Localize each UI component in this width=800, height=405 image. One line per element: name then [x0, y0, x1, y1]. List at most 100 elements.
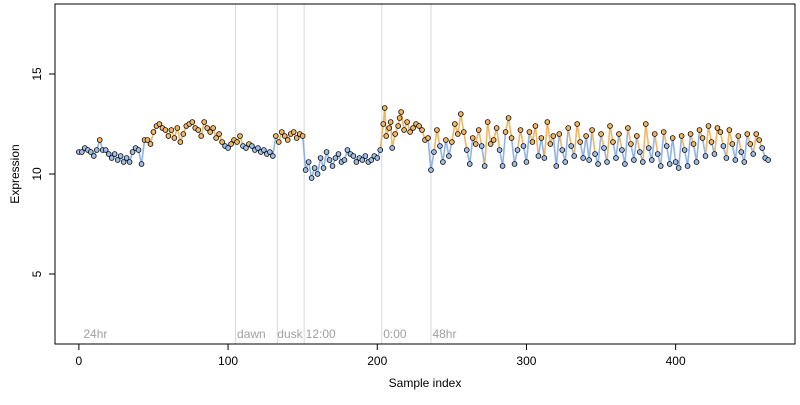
data-point	[472, 141, 479, 147]
data-point	[535, 153, 542, 159]
data-point	[177, 139, 184, 145]
data-point	[353, 159, 360, 165]
data-point	[544, 119, 551, 125]
event-annotations: 24hr dawn dusk 12:00 0:00 48hr	[83, 327, 456, 341]
series-segment	[752, 133, 758, 155]
data-point	[189, 119, 196, 125]
data-point	[368, 157, 375, 163]
data-point	[663, 143, 670, 149]
data-point	[326, 157, 333, 163]
data-point	[577, 139, 583, 145]
data-point	[565, 125, 572, 131]
data-point	[702, 153, 709, 159]
series-segment	[483, 121, 489, 167]
series-segment	[442, 139, 447, 163]
plot-frame	[54, 3, 796, 345]
data-point	[416, 123, 422, 129]
data-point	[651, 131, 658, 137]
series-segment	[552, 135, 558, 167]
data-point	[637, 149, 643, 155]
data-point	[586, 157, 592, 163]
data-point	[747, 141, 754, 147]
y-tick-label: 15	[30, 67, 44, 81]
data-point	[469, 135, 476, 141]
x-tick-label: 200	[367, 354, 387, 368]
data-point	[574, 121, 580, 127]
data-point	[759, 145, 765, 151]
data-point	[359, 157, 366, 163]
data-point	[234, 139, 240, 145]
data-point	[396, 115, 403, 121]
data-point	[147, 141, 154, 147]
series-segment	[597, 133, 602, 165]
data-points	[76, 105, 771, 181]
series-segment	[686, 133, 692, 167]
data-point	[216, 131, 222, 137]
series-segment	[400, 111, 405, 131]
series-segment	[671, 137, 677, 163]
data-point	[129, 149, 136, 155]
series-segment	[695, 129, 701, 163]
series-segment	[525, 131, 531, 163]
series-segment	[573, 123, 578, 157]
data-point	[756, 137, 762, 143]
data-point	[452, 121, 458, 127]
data-point	[281, 133, 288, 139]
data-point	[568, 143, 575, 149]
data-point	[499, 163, 506, 169]
event-annotation: 48hr	[432, 327, 456, 341]
data-point	[675, 165, 682, 171]
data-point	[407, 129, 413, 135]
data-point	[105, 151, 112, 157]
series-segment	[725, 129, 731, 159]
data-point	[562, 159, 569, 165]
event-annotation: 12:00	[306, 327, 336, 341]
data-point	[547, 141, 554, 147]
data-point	[314, 171, 321, 177]
data-point	[443, 137, 449, 143]
data-point	[571, 153, 577, 159]
data-point	[273, 133, 279, 139]
data-point	[305, 159, 312, 165]
data-point	[275, 139, 282, 145]
data-point	[350, 153, 357, 159]
data-point	[302, 167, 309, 173]
series-segment	[615, 133, 620, 159]
series-segment	[704, 125, 710, 157]
y-axis: 5 10 15	[30, 67, 56, 277]
x-axis-label: Sample index	[389, 376, 462, 390]
data-point	[404, 119, 410, 125]
series-segment	[516, 129, 522, 151]
data-point	[631, 157, 637, 163]
data-point	[165, 133, 172, 139]
data-point	[162, 127, 169, 133]
data-point	[714, 125, 721, 131]
series-segment	[463, 131, 468, 151]
data-point	[556, 131, 563, 137]
event-annotation: dusk	[277, 327, 303, 341]
series-segment	[734, 135, 740, 161]
x-axis: 0 100 200 300 400	[76, 343, 686, 368]
data-point	[243, 145, 249, 151]
data-point	[681, 147, 688, 153]
data-point	[634, 133, 640, 139]
series-segment	[457, 113, 462, 135]
data-point	[487, 141, 494, 147]
data-point	[362, 153, 369, 159]
data-point	[267, 149, 273, 155]
data-point	[299, 133, 306, 139]
data-point	[526, 129, 533, 135]
data-point	[437, 143, 443, 149]
data-point	[523, 159, 530, 165]
data-point	[204, 125, 210, 131]
series-segment	[677, 135, 683, 169]
data-point	[374, 155, 381, 161]
series-segment	[543, 121, 549, 159]
data-point	[90, 153, 97, 159]
x-tick-label: 0	[76, 354, 83, 368]
data-point	[729, 141, 736, 147]
x-tick-label: 100	[218, 354, 238, 368]
data-point	[389, 145, 395, 151]
